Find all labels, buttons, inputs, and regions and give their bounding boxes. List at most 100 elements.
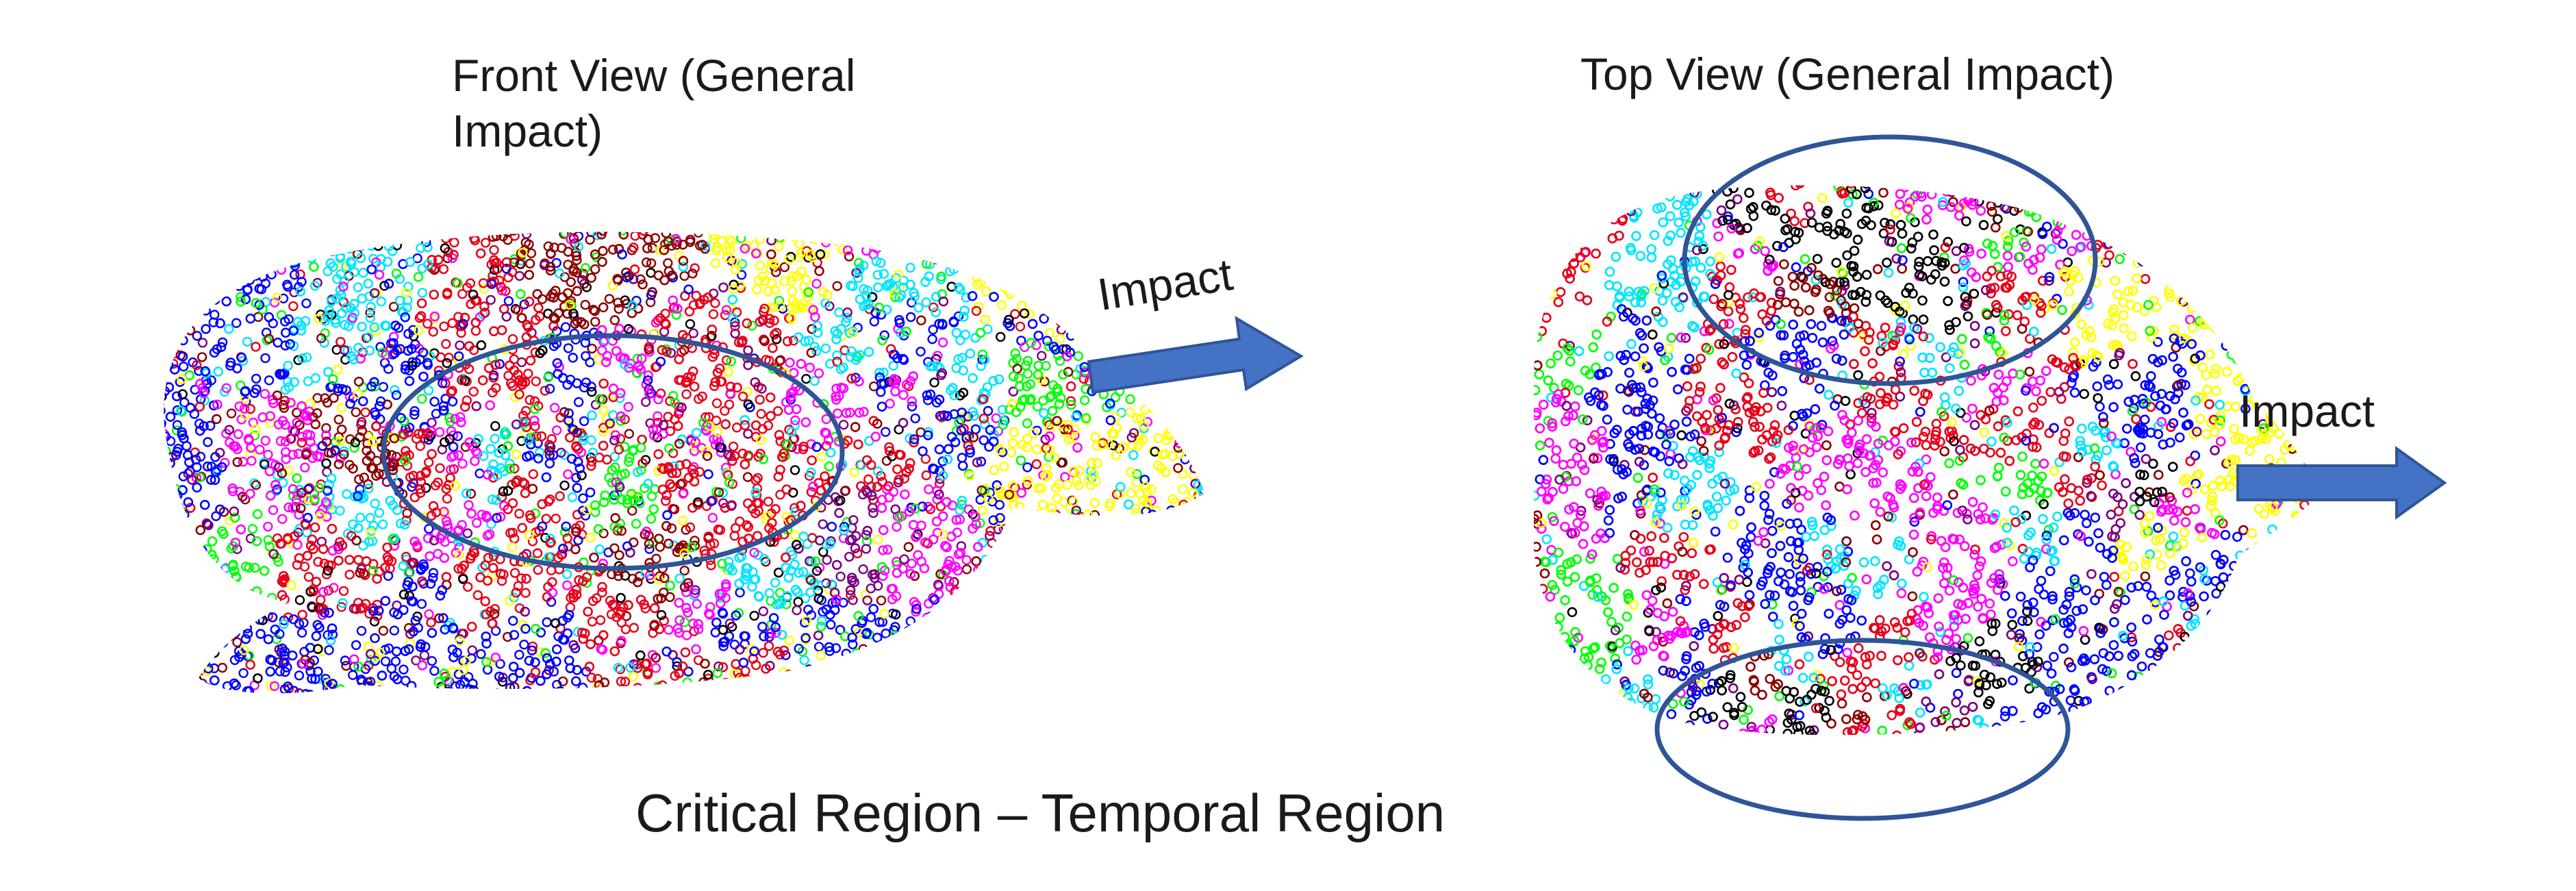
point-marker — [219, 586, 229, 597]
point-marker — [1124, 664, 1135, 675]
point-marker — [978, 266, 989, 277]
point-marker — [164, 662, 173, 672]
point-marker — [989, 671, 999, 681]
point-marker — [690, 689, 700, 694]
point-marker — [1053, 537, 1063, 548]
point-marker — [677, 516, 688, 526]
point-marker — [467, 645, 477, 655]
point-marker — [922, 612, 933, 623]
point-marker — [839, 659, 850, 670]
point-marker — [1085, 592, 1095, 603]
point-marker — [264, 602, 274, 612]
point-marker — [1139, 233, 1150, 243]
point-marker — [808, 234, 819, 244]
point-marker — [1059, 657, 1069, 668]
point-marker — [164, 354, 168, 365]
point-marker — [211, 282, 221, 292]
point-marker — [1198, 316, 1206, 327]
point-marker — [909, 642, 920, 653]
point-marker — [1085, 581, 1095, 592]
point-marker — [230, 628, 240, 638]
point-marker — [1131, 248, 1141, 258]
point-marker — [1180, 336, 1191, 347]
point-marker — [197, 594, 207, 604]
point-marker — [490, 689, 501, 694]
point-marker — [521, 231, 532, 239]
point-marker — [164, 293, 175, 303]
point-marker — [1038, 258, 1049, 268]
point-marker — [1032, 401, 1043, 412]
point-marker — [657, 680, 668, 690]
point-marker — [184, 279, 195, 290]
point-marker — [181, 650, 192, 660]
point-marker — [416, 599, 427, 609]
point-marker — [1190, 315, 1201, 325]
point-marker — [651, 663, 661, 673]
point-marker — [1020, 582, 1031, 593]
point-marker — [784, 255, 794, 265]
point-marker — [179, 519, 190, 530]
point-marker — [1127, 231, 1138, 237]
point-marker — [670, 683, 680, 694]
point-marker — [905, 689, 915, 694]
point-marker — [220, 232, 231, 242]
point-marker — [1027, 675, 1038, 686]
point-marker — [655, 542, 666, 552]
point-marker — [203, 437, 213, 447]
point-marker — [785, 357, 795, 368]
point-marker — [1043, 635, 1053, 645]
point-marker — [168, 271, 178, 282]
point-marker — [947, 642, 958, 652]
point-marker — [1037, 291, 1048, 301]
point-marker — [826, 521, 837, 532]
point-marker — [824, 231, 835, 238]
point-marker — [1167, 337, 1178, 348]
point-marker — [1207, 449, 1215, 457]
point-marker — [180, 567, 191, 578]
point-marker — [266, 269, 277, 279]
point-marker — [277, 514, 288, 524]
point-marker — [1116, 644, 1127, 654]
point-marker — [721, 305, 732, 315]
point-marker — [950, 636, 961, 647]
point-marker — [420, 231, 430, 240]
point-marker — [989, 256, 1000, 266]
point-marker — [1170, 509, 1180, 519]
point-marker — [1057, 588, 1068, 598]
point-marker — [1048, 581, 1059, 592]
point-marker — [168, 518, 179, 529]
point-marker — [1190, 657, 1201, 667]
point-marker — [164, 431, 171, 442]
point-marker — [1139, 562, 1150, 573]
point-marker — [1000, 263, 1011, 273]
point-marker — [882, 661, 892, 671]
point-marker — [249, 602, 260, 612]
point-marker — [1009, 523, 1019, 533]
point-marker — [1131, 477, 1141, 488]
point-marker — [735, 588, 745, 598]
point-marker — [166, 335, 176, 346]
point-marker — [1185, 407, 1195, 418]
point-marker — [577, 682, 588, 693]
point-marker — [858, 644, 868, 654]
point-marker — [1062, 238, 1072, 249]
point-marker — [170, 587, 180, 598]
point-marker — [218, 283, 229, 293]
point-marker — [294, 670, 305, 681]
point-marker — [189, 299, 199, 310]
point-marker — [839, 345, 850, 355]
point-marker — [1052, 592, 1062, 603]
point-marker — [1099, 340, 1110, 350]
point-marker — [1196, 231, 1206, 235]
point-marker — [1064, 636, 1075, 647]
point-marker — [885, 242, 896, 252]
point-marker — [181, 623, 191, 633]
point-marker — [800, 690, 811, 694]
point-marker — [329, 231, 340, 235]
point-marker — [520, 405, 531, 416]
point-marker — [509, 231, 519, 235]
point-marker — [1111, 557, 1121, 567]
point-marker — [1111, 599, 1121, 609]
point-marker — [435, 463, 445, 473]
